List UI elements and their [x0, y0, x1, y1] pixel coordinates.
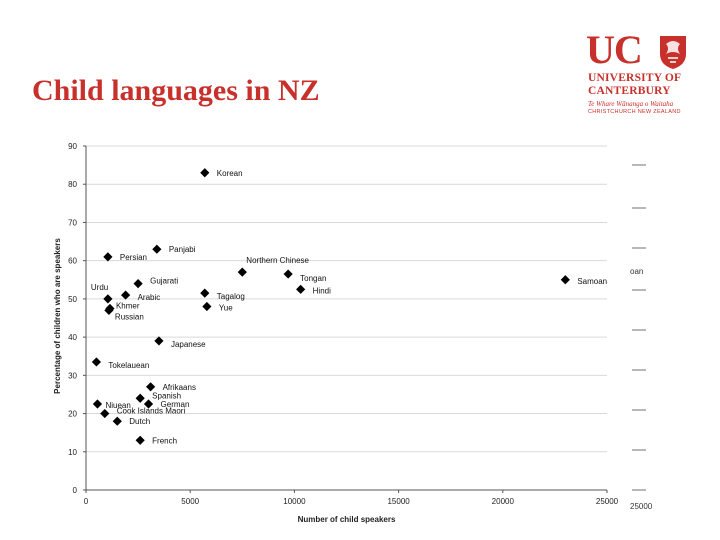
data-point-label: Tokelauean — [108, 361, 149, 370]
data-point-marker — [283, 269, 293, 279]
y-tick-label: 70 — [68, 218, 77, 227]
x-tick-label: 25000 — [596, 497, 619, 506]
data-point-label: Tagalog — [217, 292, 245, 301]
data-point-marker — [92, 399, 103, 409]
data-point-label: Dutch — [129, 417, 150, 426]
data-points: Korean Panjabi Persian Northern Chinese Tong… — [91, 168, 607, 445]
data-point-marker — [152, 244, 162, 254]
gridlines — [86, 145, 607, 453]
university-logo: UC UNIVERSITY OF CANTERBURY Te Whare Wān… — [586, 30, 690, 120]
ghost-text: 25000 — [630, 502, 653, 511]
data-point-marker — [135, 435, 145, 445]
data-point-marker — [143, 399, 154, 409]
data-point-marker — [100, 408, 110, 419]
y-tick-label: 20 — [68, 410, 77, 419]
data-point-marker — [120, 290, 131, 300]
data-point-marker — [200, 288, 210, 298]
background-chart-fragments: oan 25000 — [630, 164, 653, 511]
data-point-label: Afrikaans — [163, 383, 196, 392]
y-tick-label: 40 — [68, 333, 77, 342]
data-point-marker — [202, 301, 212, 312]
logo-mark: UC — [586, 27, 643, 72]
data-point-label: German — [161, 400, 190, 409]
x-tick-label: 20000 — [492, 497, 515, 506]
crest-icon — [660, 36, 686, 69]
logo-line-canterbury: CANTERBURY — [588, 85, 671, 97]
y-tick-label: 10 — [68, 448, 77, 457]
logo-line-university: UNIVERSITY OF — [588, 72, 682, 84]
data-point-label: Cook Islands Maori — [117, 407, 186, 416]
data-point-label: Khmer — [116, 301, 140, 310]
data-point-label: Japanese — [171, 340, 206, 349]
data-point-marker — [91, 357, 102, 367]
x-tick-label: 15000 — [387, 497, 410, 506]
y-tick-label: 60 — [68, 257, 77, 266]
tick-labels: 0 10 20 30 40 50 60 70 80 90 0 5000 10000 15000 20000 2… — [68, 142, 619, 506]
logo-line-maori: Te Whare Wānanga o Waitaha — [588, 100, 674, 108]
data-point-label: Russian — [115, 312, 144, 321]
y-tick-label: 90 — [68, 142, 77, 151]
data-point-label: Spanish — [152, 391, 181, 400]
data-point-label: Yue — [219, 304, 233, 313]
slide-title: Child languages in NZ — [32, 74, 320, 107]
data-point-marker — [112, 416, 122, 426]
data-point-label: Gujarati — [150, 277, 178, 286]
data-point-label: Panjabi — [169, 245, 196, 254]
data-point-marker — [135, 393, 145, 403]
data-point-label: Tongan — [300, 274, 326, 283]
data-point-marker — [146, 382, 156, 392]
y-tick-label: 30 — [68, 371, 77, 380]
data-point-label: Persian — [120, 253, 147, 262]
data-point-marker — [103, 294, 113, 304]
data-point-marker — [560, 275, 570, 285]
data-point-label: Northern Chinese — [246, 256, 309, 265]
data-point-label: Samoan — [577, 277, 607, 286]
ghost-text: oan — [630, 267, 643, 276]
data-point-label: Arabic — [138, 293, 161, 302]
data-point-label: French — [152, 436, 177, 445]
x-axis-label: Number of child speakers — [298, 515, 396, 524]
x-tick-label: 10000 — [283, 497, 306, 506]
x-tick-label: 5000 — [181, 497, 199, 506]
y-tick-label: 50 — [68, 295, 77, 304]
data-point-label: Hindi — [313, 286, 331, 295]
x-tick-label: 0 — [84, 497, 89, 506]
y-axis-label: Percentage of children who are speakers — [53, 238, 62, 394]
data-point-marker — [104, 305, 114, 315]
data-point-marker — [296, 284, 306, 294]
data-point-marker — [103, 252, 113, 262]
data-point-label: Korean — [217, 169, 243, 178]
data-point-marker — [237, 267, 247, 277]
data-point-marker — [133, 279, 143, 289]
data-point-label: Urdu — [91, 283, 108, 292]
y-tick-label: 0 — [73, 486, 78, 495]
data-point-marker — [200, 168, 210, 178]
logo-line-location: CHRISTCHURCH NEW ZEALAND — [588, 109, 681, 115]
y-tick-label: 80 — [68, 180, 77, 189]
data-point-label: Niuean — [105, 401, 130, 410]
data-point-marker — [154, 336, 164, 346]
axes — [83, 145, 608, 493]
